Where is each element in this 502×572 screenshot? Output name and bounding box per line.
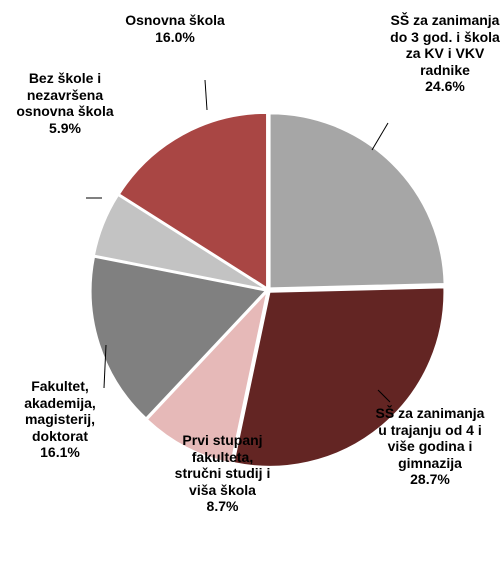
pie-slice — [118, 112, 268, 289]
pie-slice — [90, 256, 267, 419]
slice-label: Osnovna škola 16.0% — [125, 12, 225, 45]
category-label: SŠ za zanimanja u trajanju od 4 i više g… — [375, 405, 485, 471]
slice-label: SŠ za zanimanja u trajanju od 4 i više g… — [370, 405, 490, 488]
value-label: 5.9% — [49, 119, 81, 136]
category-label: Prvi stupanj fakulteta, stručni studij i… — [174, 432, 271, 498]
leader-line — [377, 389, 391, 403]
slice-label: SŠ za zanimanja do 3 god. i škola za KV … — [385, 12, 502, 95]
leader-line — [204, 79, 208, 111]
category-label: Bez škole i nezavršena osnovna škola — [16, 70, 114, 119]
slice-label: Bez škole i nezavršena osnovna škola 5.9% — [5, 70, 125, 136]
pie-slice — [269, 113, 445, 289]
pie-slice — [146, 291, 268, 464]
category-label: Fakultet, akademija, magisterij, doktora… — [24, 378, 96, 444]
value-label: 16.1% — [40, 444, 80, 460]
value-label: 16.0% — [155, 28, 195, 45]
pie-slice — [233, 287, 445, 467]
leader-line — [371, 122, 389, 151]
value-label: 28.7% — [410, 471, 450, 487]
slice-label: Fakultet, akademija, magisterij, doktora… — [0, 378, 120, 461]
value-label: 8.7% — [206, 498, 239, 514]
category-label: Osnovna škola — [125, 12, 225, 28]
value-label: 24.6% — [425, 78, 465, 94]
pie-slice — [93, 194, 266, 290]
slice-label: Prvi stupanj fakulteta, stručni studij i… — [170, 432, 275, 515]
category-label: SŠ za zanimanja do 3 god. i škola za KV … — [390, 12, 500, 78]
leader-line — [103, 344, 107, 389]
